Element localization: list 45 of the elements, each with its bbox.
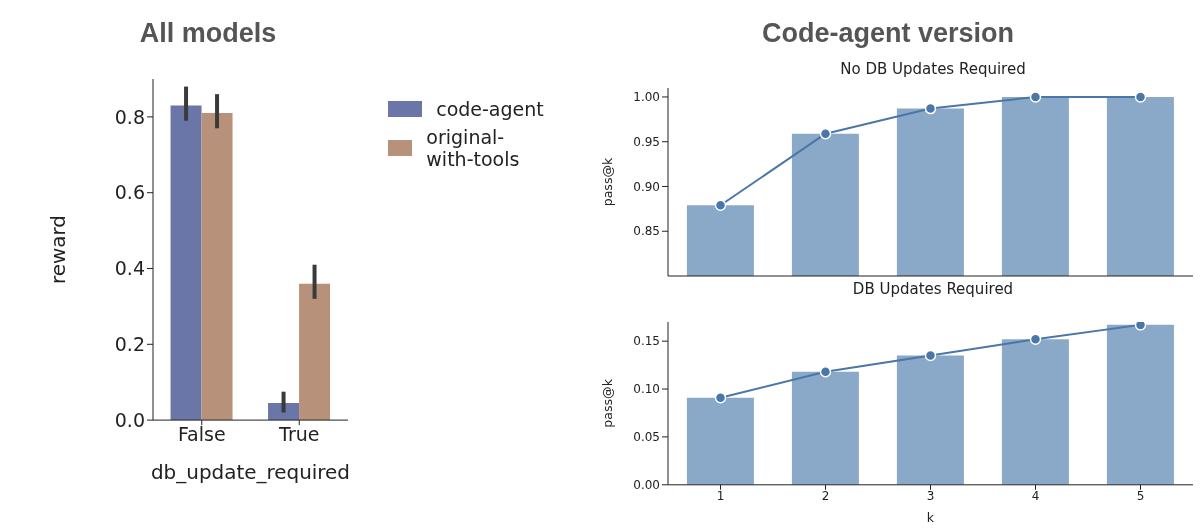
point — [924, 102, 937, 115]
x-tick-label: 2 — [821, 489, 830, 504]
point — [1134, 91, 1147, 103]
legend-label: code-agent — [436, 98, 544, 120]
legend-label: original-with-tools — [426, 126, 521, 170]
x-tick-label: 5 — [1136, 489, 1145, 504]
y-axis-title: pass@k — [600, 156, 616, 207]
point — [1029, 91, 1042, 103]
point — [819, 366, 832, 378]
y-tick-label: 0.90 — [633, 179, 660, 194]
y-tick-label: 0.8 — [114, 105, 145, 128]
y-tick-label: 0.2 — [114, 333, 145, 356]
x-tick-label: False — [177, 422, 226, 445]
bar — [1001, 339, 1069, 485]
x-tick-label: True — [278, 422, 320, 445]
x-tick-label: 3 — [926, 489, 935, 504]
x-tick-label: 4 — [1031, 489, 1040, 504]
chart-title: All models — [138, 18, 278, 49]
y-tick-label: 0.15 — [633, 334, 660, 349]
y-axis-title: reward — [46, 215, 71, 285]
y-tick-label: 0.10 — [633, 382, 660, 397]
y-tick-label: 0.0 — [114, 408, 145, 431]
text: Code-agent version — [760, 18, 1015, 49]
bar — [170, 105, 202, 421]
x-axis-title: k — [926, 510, 935, 525]
x-tick-label: 1 — [716, 489, 725, 504]
chart-title: DB Updates Required — [851, 280, 1015, 300]
bar — [1106, 324, 1174, 485]
y-tick-label: 1.00 — [633, 90, 660, 105]
chart-title: No DB Updates Required — [839, 60, 1027, 80]
y-tick-label: 0.05 — [633, 430, 660, 445]
bar — [268, 403, 300, 421]
y-tick-label: 0.95 — [633, 134, 660, 149]
bar — [791, 371, 859, 485]
y-tick-label: 0.6 — [114, 181, 145, 204]
y-tick-label: 0.00 — [633, 478, 660, 493]
y-tick-label: 0.4 — [114, 257, 145, 280]
bar — [686, 397, 754, 485]
y-tick-label: 0.85 — [633, 224, 660, 239]
bar — [299, 283, 331, 421]
y-axis-title: pass@k — [600, 378, 616, 428]
x-axis-title: db_update_required — [150, 460, 351, 484]
point — [924, 349, 937, 362]
bar — [201, 113, 233, 421]
bar — [896, 355, 964, 485]
